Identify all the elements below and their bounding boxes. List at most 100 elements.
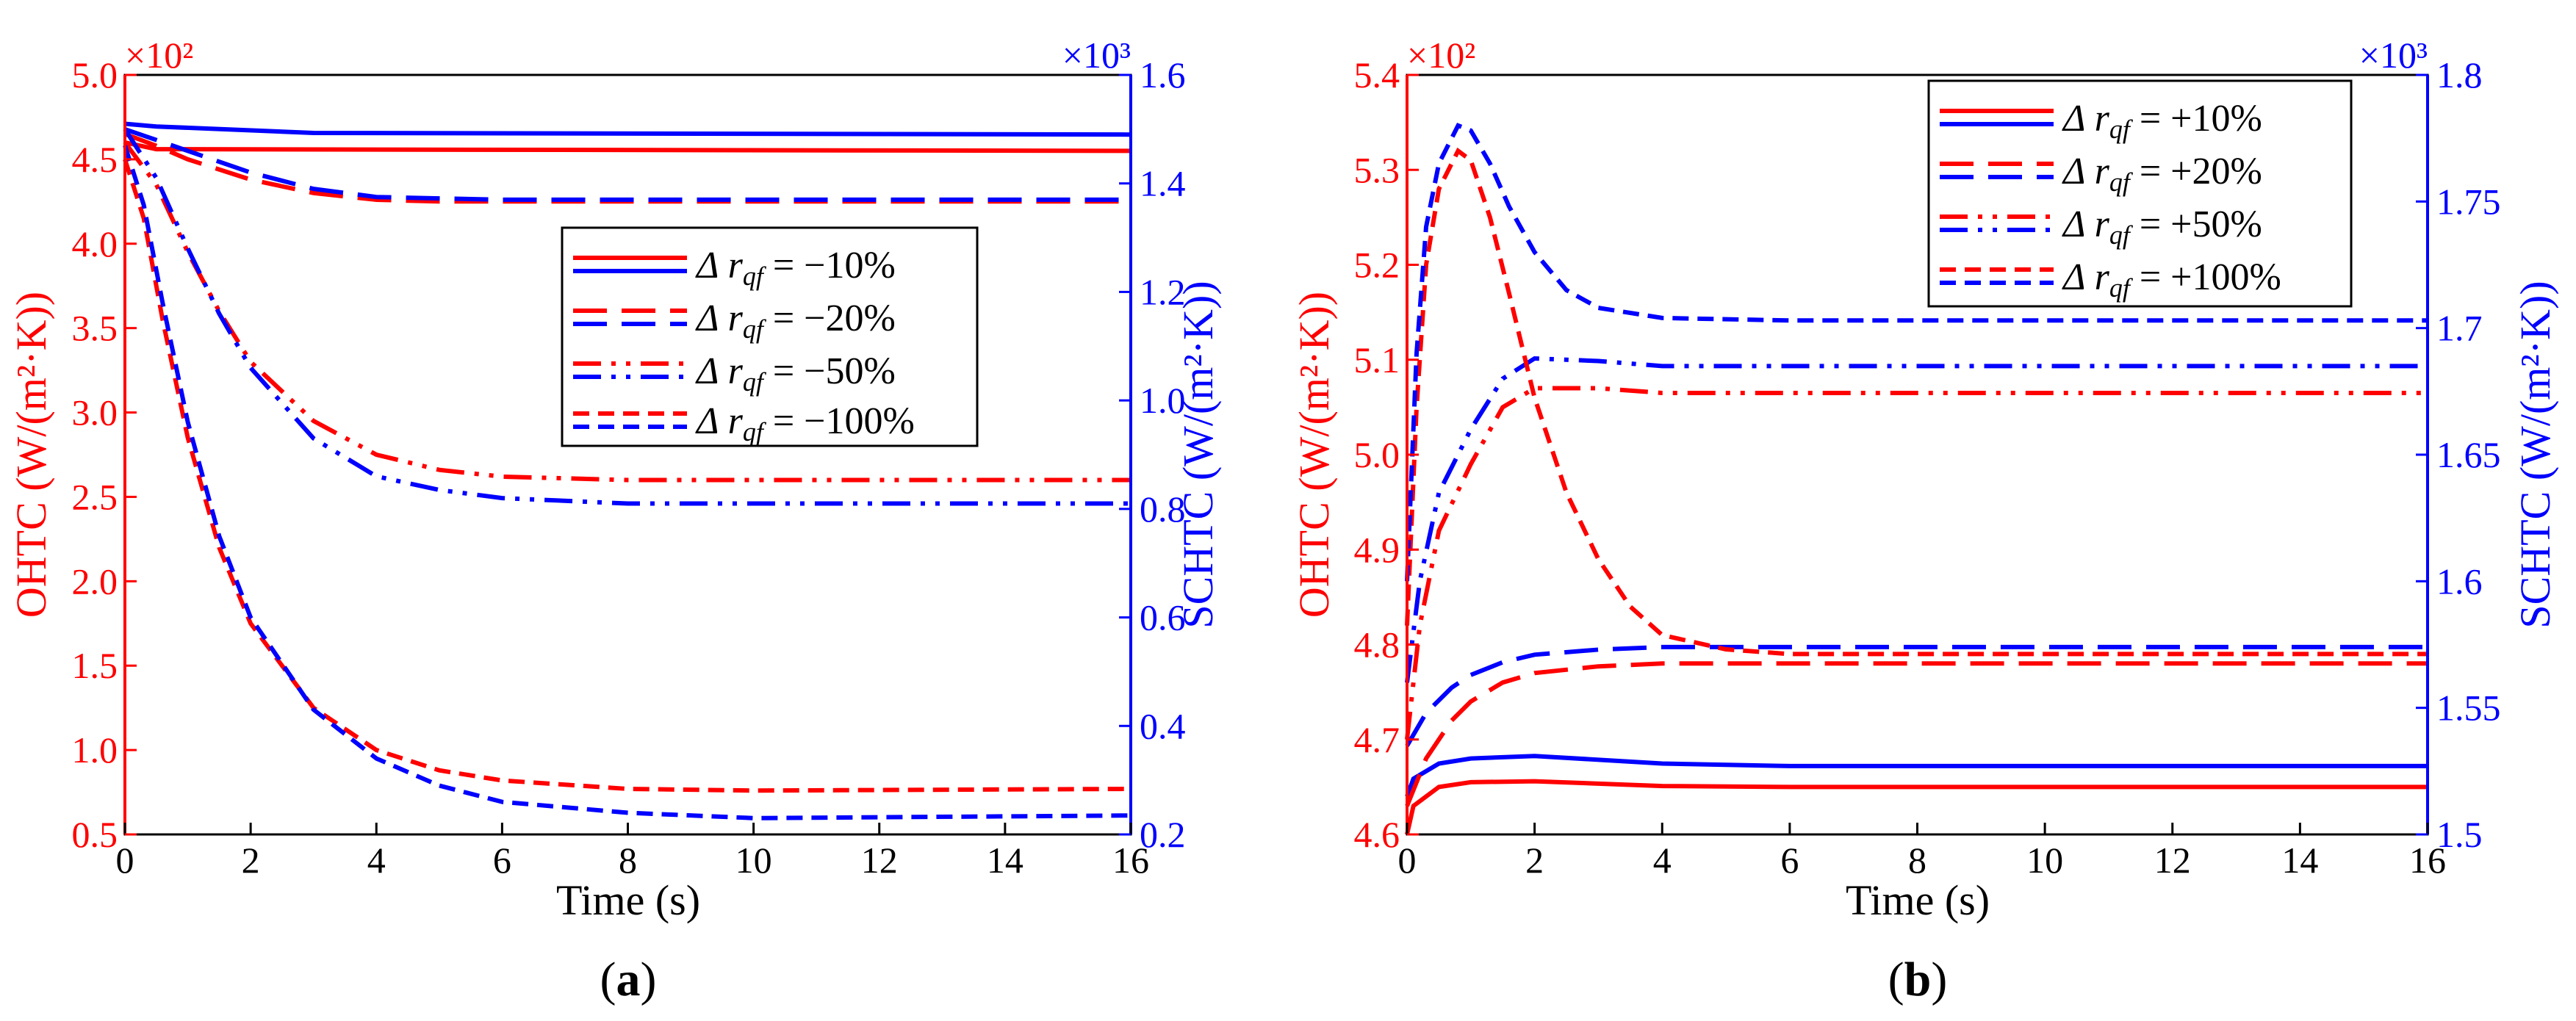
- panel-a-right-ticks: 0.2 0.4 0.6 0.8 1.0 1.2 1.4 1.6: [1119, 54, 1186, 855]
- panel-b-x-tick-label-0: 0: [1398, 840, 1417, 881]
- panel-a-left-tick-label-9: 5.0: [72, 54, 118, 95]
- panel-b-left-tick-label-7: 5.3: [1354, 149, 1400, 190]
- panel-b-left-multiplier: ×10²: [1407, 35, 1475, 76]
- panel-a-legend-box: [561, 226, 979, 447]
- panel-b-legend: Δ rqf = +10% Δ rqf = +20% Δ rqf = +50% Δ…: [1927, 79, 2353, 308]
- panel-b-right-tick-label-3: 1.65: [2436, 434, 2501, 475]
- panel-a-series-2: [124, 121, 1132, 137]
- panel-a-left-tick-label-1: 1.0: [72, 729, 118, 771]
- panel-b-left-tick-label-0: 4.6: [1354, 814, 1400, 855]
- panel-a-right-axis-label: SCHTC (W/(m²·K)): [1174, 281, 1222, 628]
- panel-b-legend-entry-1: Δ rqf = +10%: [2062, 98, 2262, 144]
- panel-a-x-axis-label: Time (s): [556, 876, 700, 924]
- panel-a-x-tick-label-6: 12: [861, 840, 898, 881]
- panel-a-series-5: [123, 141, 1131, 483]
- panel-a-x-tick-label-7: 14: [987, 840, 1023, 881]
- panel-b-legend-entry-2: Δ rqf = +20%: [2062, 151, 2262, 197]
- panel-b-left-tick-label-2: 4.8: [1354, 624, 1400, 665]
- panel-b-series-7: [1405, 147, 2428, 657]
- panel-a-series-3: [123, 131, 1131, 204]
- panel-a-left-tick-label-3: 2.0: [72, 560, 118, 602]
- panel-a-left-tick-label-2: 1.5: [72, 645, 118, 686]
- panel-a-legend-entry-3: Δ rqf = −50%: [695, 350, 896, 397]
- panel-a-right-tick-label-7: 1.6: [1140, 54, 1186, 95]
- panel-a-left-ticks: 0.5 1.0 1.5 2.0 2.5 3.0 3.5 4.0 4.5 5.0: [72, 54, 137, 855]
- panel-b-x-tick-label-6: 12: [2154, 840, 2191, 881]
- panel-b-plot-lines: [1405, 123, 2428, 835]
- panel-b-left-tick-label-8: 5.4: [1354, 54, 1400, 95]
- panel-b-x-axis-label: Time (s): [1846, 876, 1990, 924]
- panel-b-x-tick-label-8: 16: [2409, 840, 2446, 881]
- panel-b-series-3: [1405, 661, 2428, 807]
- panel-b-left-axis-label: OHTC (W/(m²·K)): [1290, 292, 1338, 618]
- panel-b-right-tick-label-4: 1.7: [2436, 308, 2483, 349]
- panel-b-x-tick-label-3: 6: [1780, 840, 1799, 881]
- panel-a-left-axis-label: OHTC (W/(m²·K)): [7, 292, 55, 618]
- panel-b-series-6: [1405, 356, 2428, 683]
- panel-b-right-ticks: 1.5 1.55 1.6 1.65 1.7 1.75 1.8: [2416, 54, 2501, 855]
- panel-a-caption: (a): [600, 953, 657, 1006]
- panel-b-left-tick-label-1: 4.7: [1354, 719, 1400, 760]
- panel-a-legend-swatches: [573, 256, 687, 429]
- panel-a-left-multiplier: ×10²: [125, 35, 193, 76]
- panel-a-x-tick-label-2: 4: [367, 840, 386, 881]
- panel-b-x-tick-label-7: 14: [2281, 840, 2318, 881]
- panel-a-series-6: [123, 128, 1131, 506]
- panel-a-right-tick-label-4: 1.0: [1140, 380, 1186, 421]
- panel-b-right-tick-label-2: 1.6: [2436, 560, 2483, 602]
- panel-a-right-multiplier: ×10³: [1062, 35, 1131, 76]
- panel-a-legend: Δ rqf = −10% Δ rqf = −20% Δ rqf = −50% Δ…: [561, 226, 979, 447]
- panel-a-right-tick-label-1: 0.4: [1140, 705, 1186, 746]
- panel-a-x-ticks: 0 2 4 6 8 10 12 14 16: [116, 823, 1149, 881]
- panel-b-right-tick-label-6: 1.8: [2436, 54, 2483, 95]
- panel-b-legend-entry-4: Δ rqf = +100%: [2062, 256, 2281, 303]
- panel-a-x-tick-label-8: 16: [1112, 840, 1149, 881]
- panel-b-right-multiplier: ×10³: [2359, 35, 2428, 76]
- panel-a-series-4: [124, 127, 1131, 202]
- panel-b-series-1: [1405, 779, 2428, 835]
- panel-b-legend-swatches: [1940, 109, 2054, 285]
- panel-a-x-tick-label-5: 10: [735, 840, 772, 881]
- panel-b-series-8: [1405, 123, 2428, 582]
- panel-a-right-tick-label-0: 0.2: [1140, 814, 1186, 855]
- panel-b-left-tick-label-5: 5.1: [1354, 339, 1400, 380]
- panel-b-x-tick-label-1: 2: [1525, 840, 1544, 881]
- panel-b-left-tick-label-3: 4.9: [1354, 529, 1400, 570]
- panel-a-x-tick-label-3: 6: [493, 840, 511, 881]
- panel-a-left-tick-label-8: 4.5: [72, 139, 118, 180]
- panel-a-legend-entry-2: Δ rqf = −20%: [695, 297, 896, 344]
- panel-b-right-tick-label-1: 1.55: [2436, 688, 2501, 729]
- panel-a-right-tick-label-3: 0.8: [1140, 488, 1186, 530]
- panel-b-series-5: [1405, 386, 2428, 740]
- panel-b-left-ticks: 4.6 4.7 4.8 4.9 5.0 5.1 5.2 5.3 5.4: [1354, 54, 1419, 855]
- panel-a-right-tick-label-2: 0.6: [1140, 597, 1186, 638]
- panel-b-series-4: [1405, 644, 2428, 747]
- panel-b-x-tick-label-4: 8: [1908, 840, 1926, 881]
- panel-b-left-tick-label-6: 5.2: [1354, 245, 1400, 286]
- panel-a-right-tick-label-6: 1.4: [1140, 163, 1186, 204]
- panel-b-x-tick-label-2: 4: [1653, 840, 1672, 881]
- panel-a-left-tick-label-5: 3.0: [72, 392, 118, 433]
- panel-b: 0 2 4 6 8 10 12 14 16 4.6 4.7 4.8 4.9 5.0 5.1 5.2 5.3 5.…: [1290, 35, 2559, 1006]
- panel-a-left-tick-label-0: 0.5: [72, 814, 118, 855]
- panel-a-left-tick-label-4: 2.5: [72, 476, 118, 517]
- panel-a: 0 2 4 6 8 10 12 14 16 0.5 1.0 1.5 2.0 2.5 3.0 3.5 4.0 4.…: [7, 35, 1222, 1006]
- panel-a-x-tick-label-1: 2: [242, 840, 260, 881]
- panel-a-left-tick-label-7: 4.0: [72, 223, 118, 264]
- panel-a-legend-entry-1: Δ rqf = −10%: [695, 245, 896, 291]
- panel-a-legend-entry-4: Δ rqf = −100%: [695, 400, 915, 447]
- panel-a-x-tick-label-0: 0: [116, 840, 134, 881]
- panel-b-left-tick-label-4: 5.0: [1354, 434, 1400, 475]
- panel-b-x-ticks: 0 2 4 6 8 10 12 14 16: [1398, 823, 2446, 881]
- panel-b-caption: (b): [1888, 953, 1948, 1006]
- panel-b-legend-entry-3: Δ rqf = +50%: [2062, 203, 2262, 250]
- panel-a-left-tick-label-6: 3.5: [72, 308, 118, 349]
- panel-a-plot-lines: [123, 121, 1132, 820]
- panel-b-right-tick-label-5: 1.75: [2436, 181, 2501, 222]
- panel-a-right-tick-label-5: 1.2: [1140, 271, 1186, 312]
- panel-b-right-tick-label-0: 1.5: [2436, 814, 2483, 855]
- panel-a-series-8: [123, 145, 1132, 820]
- panel-b-right-axis-label: SCHTC (W/(m²·K)): [2511, 281, 2559, 628]
- panel-b-x-tick-label-5: 10: [2026, 840, 2063, 881]
